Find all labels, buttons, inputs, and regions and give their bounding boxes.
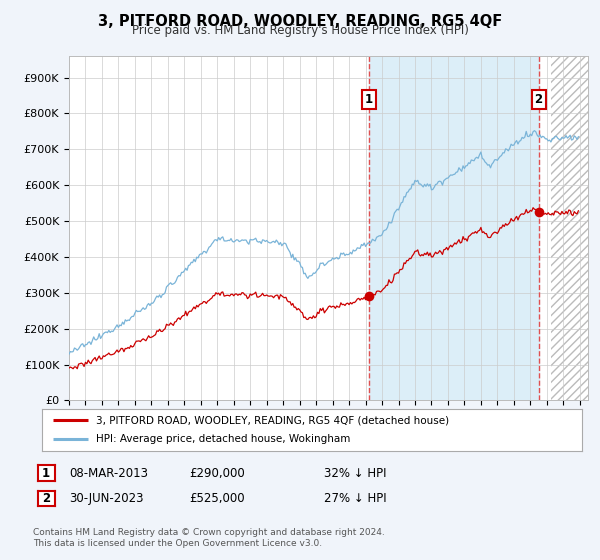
Text: Price paid vs. HM Land Registry's House Price Index (HPI): Price paid vs. HM Land Registry's House … xyxy=(131,24,469,37)
Text: £290,000: £290,000 xyxy=(189,466,245,480)
Text: 32% ↓ HPI: 32% ↓ HPI xyxy=(324,466,386,480)
Text: £525,000: £525,000 xyxy=(189,492,245,505)
Text: 08-MAR-2013: 08-MAR-2013 xyxy=(69,466,148,480)
Text: 1: 1 xyxy=(42,466,50,480)
Text: 1: 1 xyxy=(365,92,373,105)
Text: 30-JUN-2023: 30-JUN-2023 xyxy=(69,492,143,505)
Text: 3, PITFORD ROAD, WOODLEY, READING, RG5 4QF (detached house): 3, PITFORD ROAD, WOODLEY, READING, RG5 4… xyxy=(96,415,449,425)
Text: 3, PITFORD ROAD, WOODLEY, READING, RG5 4QF: 3, PITFORD ROAD, WOODLEY, READING, RG5 4… xyxy=(98,14,502,29)
Text: HPI: Average price, detached house, Wokingham: HPI: Average price, detached house, Woki… xyxy=(96,435,350,445)
Text: 2: 2 xyxy=(42,492,50,505)
Text: Contains HM Land Registry data © Crown copyright and database right 2024.
This d: Contains HM Land Registry data © Crown c… xyxy=(33,528,385,548)
Text: 27% ↓ HPI: 27% ↓ HPI xyxy=(324,492,386,505)
Text: 2: 2 xyxy=(535,92,542,105)
